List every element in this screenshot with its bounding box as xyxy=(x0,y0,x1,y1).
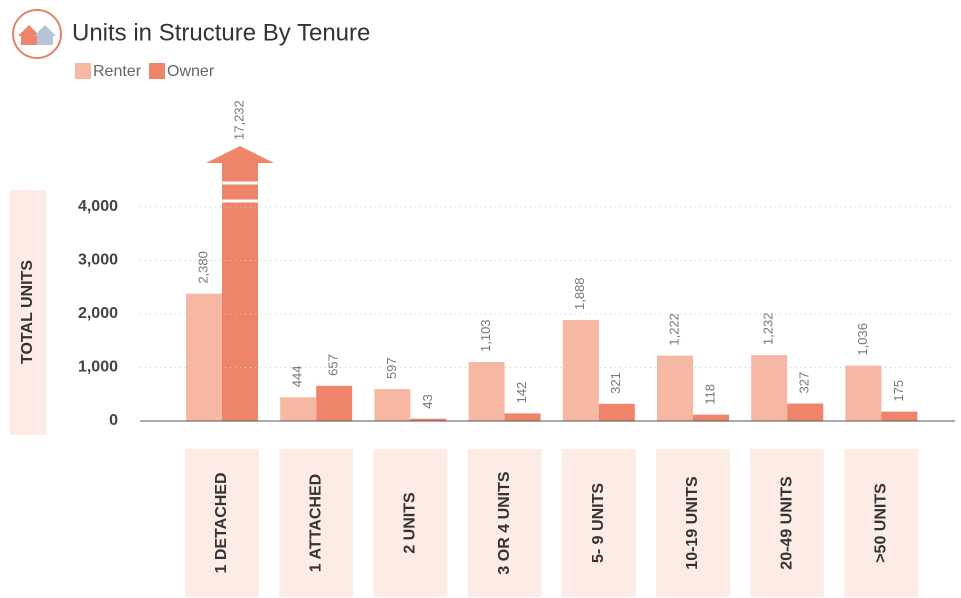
value-label: 327 xyxy=(797,372,812,394)
bar xyxy=(410,418,447,421)
bar xyxy=(468,361,505,421)
x-tick-label: >50 UNITS xyxy=(873,483,890,563)
y-tick-label: 4,000 xyxy=(78,198,118,215)
value-label: 175 xyxy=(891,380,906,402)
value-label: 1,036 xyxy=(855,323,870,356)
x-tick-label: 20-49 UNITS xyxy=(778,476,795,570)
value-label: 1,232 xyxy=(761,313,776,346)
value-label: 321 xyxy=(608,372,623,394)
x-tick-label: 1 ATTACHED xyxy=(307,474,324,572)
bar xyxy=(186,293,222,421)
value-label: 142 xyxy=(514,382,529,404)
value-label: 118 xyxy=(702,384,717,405)
y-tick-label: 2,000 xyxy=(78,305,118,322)
y-tick-label: 3,000 xyxy=(78,252,118,269)
x-tick-label: 10-19 UNITS xyxy=(684,476,701,570)
value-label: 1,103 xyxy=(478,319,493,352)
y-axis-label: TOTAL UNITS xyxy=(19,260,36,364)
x-tick-label: 2 UNITS xyxy=(402,492,419,554)
category-box xyxy=(656,449,730,597)
bar xyxy=(374,389,411,421)
x-tick-label: 1 DETACHED xyxy=(213,472,230,573)
bar xyxy=(693,414,729,421)
bar xyxy=(222,163,258,421)
logo-icon xyxy=(12,9,62,59)
x-tick-label: 5- 9 UNITS xyxy=(590,483,607,563)
bar xyxy=(562,319,599,421)
value-label: 43 xyxy=(420,394,435,408)
y-label-box xyxy=(10,190,46,435)
category-box xyxy=(279,449,354,597)
legend-swatch xyxy=(75,63,91,79)
category-box xyxy=(844,449,919,597)
legend-label: Renter xyxy=(93,63,142,80)
bar xyxy=(845,365,882,421)
category-box xyxy=(185,449,259,597)
bar xyxy=(787,403,824,421)
category-box xyxy=(561,449,636,597)
y-tick-label: 0 xyxy=(109,412,118,429)
value-label: 444 xyxy=(290,366,305,388)
bar xyxy=(751,355,788,421)
bar xyxy=(504,413,541,421)
legend-swatch xyxy=(149,63,166,79)
category-box xyxy=(750,449,825,597)
overflow-arrow xyxy=(206,146,274,163)
category-box xyxy=(373,449,448,597)
value-label: 1,888 xyxy=(572,277,587,310)
value-label: 2,380 xyxy=(195,251,210,284)
bar xyxy=(316,385,353,421)
category-box xyxy=(467,449,542,597)
value-label: 1,222 xyxy=(666,313,681,346)
value-label: 17,232 xyxy=(231,100,246,140)
chart-title: Units in Structure By Tenure xyxy=(72,19,370,46)
bar xyxy=(657,355,693,421)
x-tick-label: 3 OR 4 UNITS xyxy=(496,471,513,574)
value-label: 657 xyxy=(326,354,341,376)
bar xyxy=(598,403,635,421)
y-tick-label: 1,000 xyxy=(78,359,118,376)
value-label: 597 xyxy=(384,357,399,379)
legend-label: Owner xyxy=(167,63,215,80)
bar xyxy=(280,397,317,421)
bar xyxy=(881,411,918,421)
